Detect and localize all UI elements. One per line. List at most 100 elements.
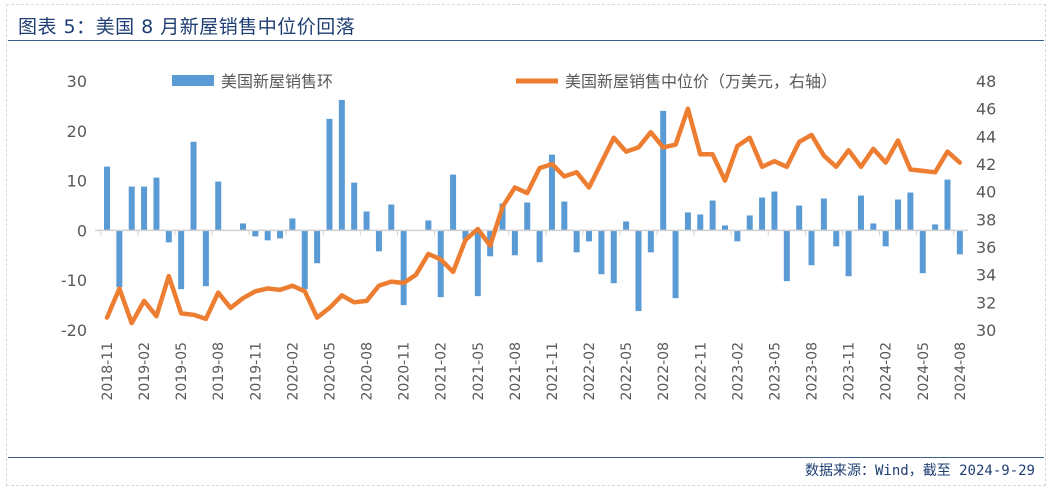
figure-frame [6,4,1046,486]
bar [660,110,667,231]
bar [252,230,259,237]
bar [165,230,172,243]
right-axis-label: 44 [976,127,996,146]
bar [722,225,728,231]
x-tick-label: 2021-05 [471,342,487,401]
bar [956,230,963,255]
right-axis-label: 42 [976,155,996,174]
x-tick-label: 2019-11 [248,342,264,401]
bar [561,201,568,231]
bar [326,118,333,231]
right-axis-label: 36 [976,238,996,257]
bar [301,230,308,290]
bar [808,230,815,266]
bar [264,230,271,241]
x-tick-label: 2022-11 [693,342,709,401]
bar [944,179,951,231]
right-axis-label: 46 [976,100,996,119]
bar [907,192,914,231]
bar [239,223,246,231]
bar [437,230,444,298]
x-tick-label: 2021-11 [545,342,561,401]
bar [388,204,395,231]
x-tick-label: 2022-08 [656,342,672,401]
bar [141,186,148,231]
bar [771,191,778,231]
bar [746,215,753,231]
bar [895,199,902,231]
x-tick-label: 2022-02 [582,342,598,401]
bar [610,230,617,284]
x-tick-label: 2020-05 [322,342,338,401]
bar [425,220,432,231]
bar [499,203,506,231]
x-tick-label: 2023-11 [842,342,858,401]
right-axis-label: 30 [976,321,996,340]
x-tick-label: 2023-08 [805,342,821,401]
x-tick-label: 2018-11 [100,342,116,401]
figure-title: 图表 5：美国 8 月新屋销售中位价回落 [18,16,356,38]
x-tick-label: 2023-05 [767,342,783,401]
bar [672,230,679,299]
x-tick-label: 2023-02 [730,342,746,401]
bar [586,230,593,242]
x-tick-label: 2019-08 [211,342,227,401]
left-axis-label: 10 [67,172,87,191]
bar [153,177,160,231]
x-tick-label: 2024-08 [953,342,969,401]
bar [548,154,555,231]
bar [178,230,185,290]
bar [820,198,827,231]
bar [882,230,889,247]
bar [363,211,370,231]
bar [400,230,407,306]
legend-line-label: 美国新屋销售中位价（万美元，右轴） [565,72,837,91]
bar [783,230,790,282]
bar [462,230,469,240]
bar [289,218,296,231]
bar [524,202,531,231]
x-tick-label: 2024-02 [879,342,895,401]
title-rule [8,40,1044,41]
source-note: 数据来源：Wind，截至 2024-9-29 [804,463,1035,479]
bar [796,205,803,231]
right-axis-label: 48 [976,72,996,91]
bar [351,182,358,231]
bar [684,212,691,231]
left-axis-label: 20 [67,122,87,141]
bar [338,99,345,231]
bar [857,195,864,231]
left-axis-label: -20 [61,321,87,340]
x-tick-label: 2024-05 [916,342,932,401]
left-axis-label: 0 [77,221,87,240]
bar [623,221,630,231]
bar [190,141,197,231]
x-tick-label: 2022-05 [619,342,635,401]
bar [598,230,605,275]
legend-bar-label: 美国新屋销售环 [221,72,333,91]
bar [536,230,543,263]
right-axis-label: 32 [976,293,996,312]
bar [697,214,704,231]
x-tick-label: 2020-02 [285,342,301,401]
bar [919,230,926,274]
bar [647,230,654,253]
left-axis-label: 30 [67,72,87,91]
legend-blur [340,68,420,92]
bar [635,230,642,312]
bar [277,230,284,239]
bar [215,181,222,231]
bar [709,200,716,231]
x-tick-label: 2021-02 [434,342,450,401]
footer-rule [8,457,1044,458]
bar [474,230,481,297]
x-tick-label: 2020-11 [397,342,413,401]
bar [202,230,209,287]
bar [128,186,135,231]
bar [833,230,840,247]
bar [116,230,123,288]
bar [734,230,741,242]
left-axis-label: -10 [61,271,87,290]
x-tick-label: 2019-05 [174,342,190,401]
